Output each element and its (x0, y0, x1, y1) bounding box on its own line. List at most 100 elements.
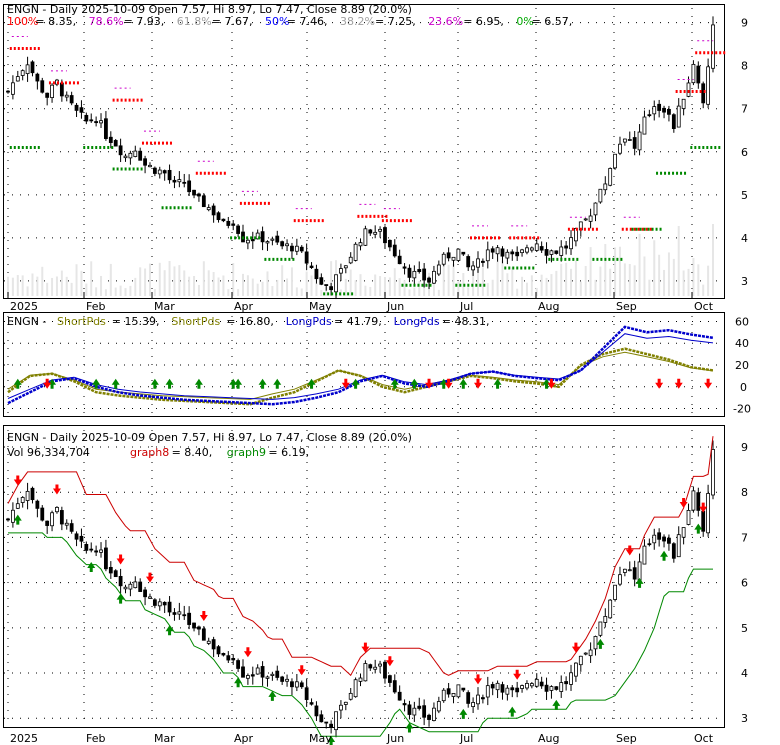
price-panel-marks (6, 16, 726, 300)
volume-bar (212, 272, 215, 296)
lower-candle-body (490, 684, 495, 689)
price-xtick-8: Sep (616, 300, 637, 313)
lower-candle-body (701, 510, 706, 532)
lower-candle-body (554, 686, 559, 690)
volume-bar (521, 276, 524, 296)
candle-body (30, 61, 35, 74)
lower-candle-body (373, 666, 378, 670)
lower-candle-body (451, 693, 456, 697)
lower-candle-body (201, 628, 206, 641)
lower-candle-body (627, 569, 632, 572)
candle-body (255, 232, 260, 240)
volume-bar (525, 282, 528, 296)
candle-body (265, 241, 270, 244)
lower-candle-body (520, 685, 524, 689)
volume-bar (7, 276, 9, 296)
fib-label-2: 61.8% (177, 15, 212, 28)
price-ytick-0: 3 (741, 275, 748, 288)
lower-candle-body (632, 567, 637, 580)
candle-body (520, 249, 524, 254)
volume-bar (697, 264, 700, 296)
candle-body (216, 212, 221, 221)
lower-candle-body (368, 664, 373, 669)
fib-value-2: = 7.67, (212, 15, 253, 28)
lower-candle-body (157, 601, 162, 607)
candle-body (157, 169, 162, 175)
volume-bar (129, 285, 132, 296)
lower-ytick-2: 5 (741, 622, 748, 635)
lower-candle-body (461, 687, 466, 691)
volume-bar (633, 265, 636, 296)
lower-candle-body (216, 646, 221, 655)
volume-bar (604, 243, 607, 296)
candle-body (706, 66, 711, 105)
candle-body (422, 268, 427, 281)
volume-bar (393, 268, 396, 296)
volume-bar (163, 270, 166, 296)
candle-body (686, 82, 691, 97)
volume-bar (442, 261, 445, 296)
indicator-series-1 (7, 325, 714, 406)
candle-body (446, 252, 451, 259)
indicator-up-arrow-18 (542, 378, 551, 389)
lower-xtick-6: Jul (459, 732, 473, 745)
candle-body (662, 107, 666, 113)
lower-xtick-0: 2025 (10, 732, 38, 745)
lower-candle-body (544, 684, 549, 692)
lower-candle-body (480, 697, 485, 700)
candle-body (152, 167, 157, 174)
lower-candle-body (206, 640, 211, 644)
volume-bar (609, 268, 612, 296)
candle-body (59, 82, 64, 97)
candle-body (387, 239, 392, 248)
lower-candle-body (104, 547, 108, 570)
volume-bar (310, 275, 313, 296)
candle-body (534, 243, 539, 251)
volume-bar (70, 282, 73, 296)
volume-bar (398, 278, 401, 296)
volume-bar (80, 270, 83, 296)
volume-bar (447, 264, 450, 296)
volume-bar (540, 274, 543, 296)
candle-body (652, 106, 657, 115)
volume-bar (134, 277, 137, 296)
ind-ytick-0: -20 (733, 403, 751, 416)
lower-candle-body (417, 705, 422, 709)
indicator-down-arrow-5 (547, 378, 556, 389)
candle-body (358, 242, 363, 247)
volume-bar (437, 289, 440, 296)
candle-body (304, 251, 309, 264)
volume-bar (658, 254, 661, 296)
candle-body (383, 227, 387, 244)
candle-body (603, 183, 608, 191)
indicator-legend-value-0: = 15.39, (112, 315, 160, 328)
candle-body (314, 268, 319, 280)
lower-candle-body (226, 655, 231, 661)
lower-candle-body (64, 522, 69, 526)
lower-candle-body (363, 663, 368, 682)
lower-candle-body (583, 652, 588, 655)
candle-body (598, 188, 603, 203)
volume-bar (667, 252, 670, 296)
lower-legend: graph8 = 8.40, graph9 = 6.19, (130, 446, 309, 459)
indicator-up-arrow-14 (410, 378, 419, 389)
lower-up-arrow-1 (87, 562, 96, 573)
lower-candle-body (280, 676, 285, 682)
candle-body (20, 70, 25, 76)
lower-candle-body (534, 678, 539, 687)
lower-candle-body (314, 705, 319, 717)
candle-body (368, 229, 373, 234)
indicator-up-arrow-17 (493, 378, 502, 389)
lower-xtick-7: Aug (538, 732, 559, 745)
indicator-up-arrow-11 (307, 378, 316, 389)
candle-body (637, 131, 642, 151)
price-xtick-4: May (309, 300, 332, 313)
fib-label-1: 78.6% (89, 15, 124, 28)
volume-bar (344, 278, 347, 296)
indicator-legend-value-3: = 48.31, (442, 315, 490, 328)
candle-body (94, 121, 99, 124)
lower-candle-body (245, 675, 250, 679)
lower-candle-body (706, 493, 711, 534)
lower-up-arrow-0 (13, 514, 22, 525)
